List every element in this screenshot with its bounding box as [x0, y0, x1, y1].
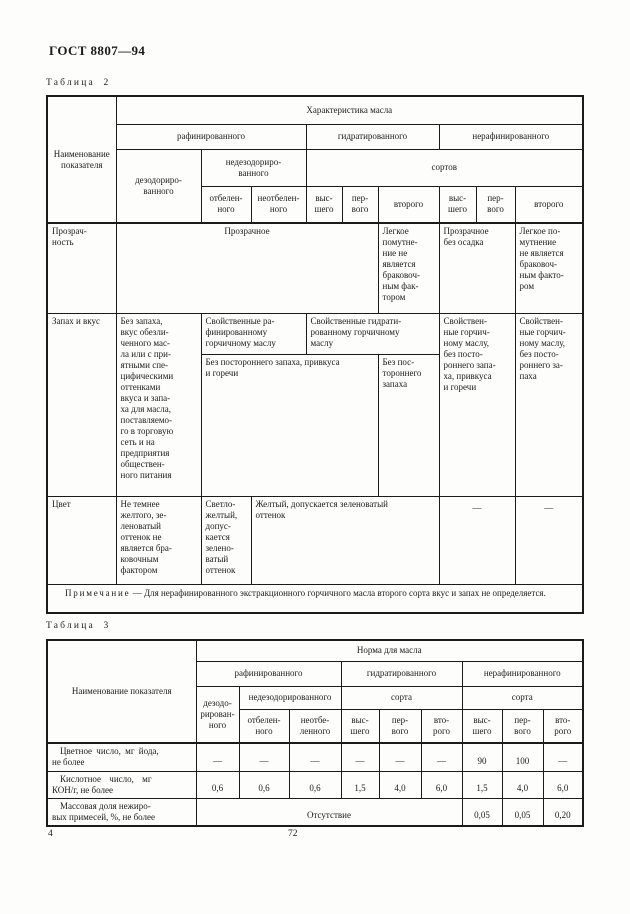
- t3-header-sorts-hydrated: сорта: [340, 685, 463, 710]
- t3-cell: 6,0: [420, 770, 463, 799]
- t3-cell: 0,6: [288, 770, 342, 799]
- page-number-center: 72: [288, 829, 298, 839]
- t2-odor-no-foreign-second: Без пос- тороннего запаха: [377, 353, 440, 497]
- t3-row-color-number: Цветное число, мг йода, не более — — — —…: [46, 742, 584, 772]
- table3-label: Таблица 3: [46, 621, 111, 631]
- t2-header-unrefined-highest: выс- шего: [438, 185, 477, 224]
- t2-row-color: Цвет Не темнее желтого, зе- леноватый от…: [46, 495, 584, 585]
- t3-header-unrefined-second: вто- рого: [542, 708, 584, 744]
- doc-number: ГОСТ 8807—94: [49, 43, 146, 58]
- table2-label: Таблица 2: [46, 78, 111, 88]
- t2-header-sorts: сортов: [305, 148, 584, 187]
- t2-transparency-clear: Прозрачное: [115, 222, 379, 314]
- t2-odor-deodorized: Без запаха, вкус обезли- ченного мас- ла…: [115, 312, 202, 497]
- t3-cell: 100: [501, 742, 544, 772]
- t2-color-dash-second: —: [514, 495, 584, 585]
- t3-header-unrefined-first: пер- вого: [501, 708, 544, 744]
- t3-cell: —: [420, 742, 463, 772]
- t3-row-impurities: Массовая доля нежиро- вых примесей, %, н…: [46, 797, 584, 826]
- t2-header-name-col: Наименование показателя: [46, 95, 117, 224]
- t3-cell: 0,05: [461, 797, 503, 826]
- t2-color-dash-high-first: —: [438, 495, 516, 585]
- t3-cell: —: [288, 742, 342, 772]
- t2-header-hydrated-second: второго: [377, 185, 440, 224]
- t2-odor-unrefined-second: Свойствен- ные горчич- ному маслу, без п…: [514, 312, 584, 497]
- t3-impurities-name: Массовая доля нежиро- вых примесей, %, н…: [46, 797, 197, 826]
- t3-cell: —: [542, 742, 584, 772]
- t2-odor-no-foreign: Без постороннего запаха, привкуса и горе…: [200, 353, 379, 497]
- t3-header-sorts-unrefined: сорта: [461, 685, 584, 710]
- t3-impurities-absence: Отсутствие: [195, 797, 463, 826]
- table2-characteristics: Наименование показателя Характеристика м…: [46, 95, 585, 614]
- t3-cell: 90: [461, 742, 503, 772]
- t2-header-non-deodorized: недезодориро- ванного: [200, 148, 307, 187]
- t2-color-deodorized: Не темнее желтого, зе- леноватый оттенок…: [115, 495, 202, 585]
- t3-header-unbleached: неотбе- ленного: [288, 708, 342, 744]
- t2-transparency-slight-haze-unrefined: Легкое по- мутнение не является браковоч…: [514, 222, 584, 314]
- t2-header-hydrated: гидратированного: [305, 123, 440, 150]
- t3-cell: —: [238, 742, 290, 772]
- t2-color-name: Цвет: [46, 495, 117, 585]
- t2-transparency-no-sediment: Прозрачное без осадка: [438, 222, 516, 314]
- t3-cell: 0,6: [238, 770, 290, 799]
- t3-row-acid-number: Кислотное число, мг КОН/г, не более 0,6 …: [46, 770, 584, 799]
- table3-norms: Наименование показателя Норма для масла …: [46, 639, 584, 827]
- t2-odor-refined: Свойственные ра- финированному горчичном…: [200, 312, 307, 355]
- t3-header-norm: Норма для масла: [195, 639, 584, 662]
- t3-color-number-name: Цветное число, мг йода, не более: [46, 742, 197, 772]
- t2-header-bleached: отбелен- ного: [200, 185, 252, 224]
- t3-header-non-deodorized: недезодорированного: [238, 685, 342, 710]
- t3-header-refined: рафинированного: [195, 660, 342, 687]
- t3-header-hydrated-second: вто- рого: [420, 708, 463, 744]
- t3-cell: 1,5: [461, 770, 503, 799]
- page-number-left: 4: [48, 829, 53, 839]
- t3-cell: 0,20: [542, 797, 584, 826]
- t2-header-hydrated-first: пер- вого: [341, 185, 379, 224]
- t2-note-text: — Для нерафинированного экстракционного …: [132, 587, 546, 598]
- t3-cell: 6,0: [542, 770, 584, 799]
- t2-row-transparency: Прозрач- ность Прозрачное Легкое помутне…: [46, 222, 584, 314]
- t3-header-hydrated-first: пер- вого: [378, 708, 422, 744]
- t2-note: Примечание — Для нерафинированного экстр…: [46, 583, 584, 614]
- t2-header-unrefined-second: второго: [514, 185, 584, 224]
- t3-cell: —: [340, 742, 380, 772]
- t3-header-hydrated-highest: выс- шего: [340, 708, 380, 744]
- t2-odor-name: Запах и вкус: [46, 312, 117, 497]
- t3-cell: 1,5: [340, 770, 380, 799]
- t3-header-bleached: отбелен- ного: [238, 708, 290, 744]
- t3-cell: 4,0: [501, 770, 544, 799]
- t2-color-bleached: Светло- желтый, допус- кается зелено- ва…: [200, 495, 252, 585]
- t3-header-name-col: Наименование показателя: [46, 639, 197, 744]
- t3-header-unrefined-highest: выс- шего: [461, 708, 503, 744]
- t3-cell: 0,05: [501, 797, 544, 826]
- t3-acid-number-name: Кислотное число, мг КОН/г, не более: [46, 770, 197, 799]
- t2-header-characteristic: Характеристика масла: [115, 95, 584, 125]
- t3-cell: —: [195, 742, 240, 772]
- t2-header-unrefined-first: пер- вого: [475, 185, 516, 224]
- t3-cell: 4,0: [378, 770, 422, 799]
- t2-header-hydrated-highest: выс- шего: [305, 185, 343, 224]
- t2-row-note: Примечание — Для нерафинированного экстр…: [46, 583, 584, 614]
- t2-transparency-name: Прозрач- ность: [46, 222, 117, 314]
- t2-header-unbleached: неотбелен- ного: [250, 185, 307, 224]
- t3-cell: —: [378, 742, 422, 772]
- t2-row-odor-taste: Запах и вкус Без запаха, вкус обезли- че…: [46, 312, 584, 497]
- t2-color-yellow: Желтый, допускается зеленоватый оттенок: [250, 495, 440, 585]
- t2-odor-unrefined-high-first: Свойствен- ные горчич- ному маслу, без п…: [438, 312, 516, 497]
- t2-note-label: Примечание: [65, 587, 131, 598]
- t2-header-deodorized: дезодориро- ванного: [115, 148, 202, 224]
- t3-header-hydrated: гидратированного: [340, 660, 463, 687]
- t2-transparency-slight-haze-hydrated: Легкое помутне- ние не является браковоч…: [377, 222, 440, 314]
- t2-header-refined: рафинированного: [115, 123, 307, 150]
- t2-odor-hydrated: Свойственные гидрати- рованному горчично…: [305, 312, 440, 355]
- t3-cell: 0,6: [195, 770, 240, 799]
- t2-row-odor-taste-sub: Без постороннего запаха, привкуса и горе…: [47, 353, 583, 497]
- t3-header-deodorized: дезодо- рирован- ного: [195, 685, 240, 744]
- t3-header-unrefined: нерафинированного: [461, 660, 584, 687]
- t2-header-unrefined: нерафинированного: [438, 123, 584, 150]
